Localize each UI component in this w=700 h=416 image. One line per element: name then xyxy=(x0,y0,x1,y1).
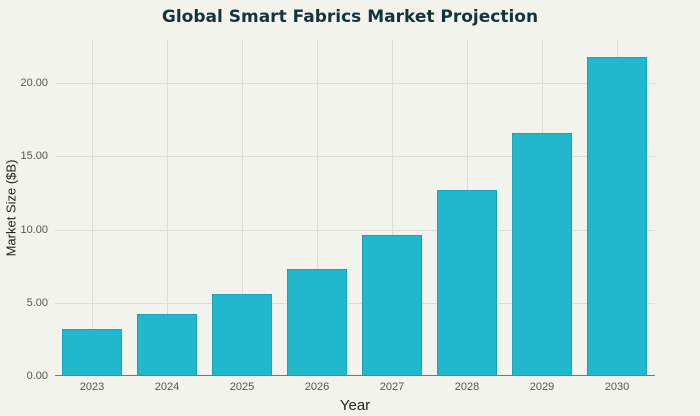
y-tick-label: 20.00 xyxy=(20,77,48,89)
bar-2026[interactable] xyxy=(287,269,347,376)
x-axis-line xyxy=(55,375,655,376)
plot-area xyxy=(55,40,655,376)
bar-2029[interactable] xyxy=(512,132,572,376)
gridline-horizontal xyxy=(55,303,655,304)
gridline-horizontal xyxy=(55,156,655,157)
y-tick-label: 5.00 xyxy=(26,296,48,309)
gridline-vertical xyxy=(167,40,168,376)
gridline-vertical xyxy=(392,40,393,376)
y-tick-label: 0.00 xyxy=(26,370,48,382)
gridline-horizontal xyxy=(55,83,655,84)
x-tick-label: 2023 xyxy=(79,381,105,393)
y-axis-label: Market Size ($B) xyxy=(3,159,19,257)
x-tick-label: 2027 xyxy=(379,381,405,393)
x-tick-label: 2024 xyxy=(154,381,180,393)
gridline-vertical xyxy=(317,40,318,376)
x-tick-label: 2029 xyxy=(529,381,555,393)
x-tick-label: 2030 xyxy=(604,381,630,393)
bar-2023[interactable] xyxy=(62,329,122,376)
gridline-vertical xyxy=(242,40,243,376)
x-tick-label: 2028 xyxy=(454,381,480,393)
bar-2027[interactable] xyxy=(362,235,422,376)
bar-2030[interactable] xyxy=(587,56,647,376)
x-tick-label: 2025 xyxy=(229,381,255,393)
x-axis-label: Year xyxy=(339,397,371,414)
bar-2028[interactable] xyxy=(437,189,497,376)
x-tick-label: 2026 xyxy=(304,381,330,393)
y-tick-label: 15.00 xyxy=(20,150,48,163)
gridline-vertical xyxy=(92,40,93,376)
y-tick-label: 10.00 xyxy=(20,223,48,236)
bar-2025[interactable] xyxy=(212,293,272,376)
bar-2024[interactable] xyxy=(137,314,197,376)
gridline-horizontal xyxy=(55,230,655,231)
chart-title: Global Smart Fabrics Market Projection xyxy=(161,7,539,27)
